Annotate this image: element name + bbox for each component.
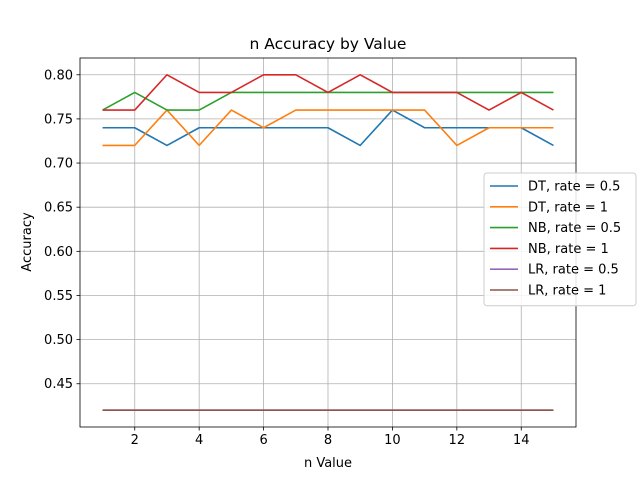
y-tick-label: 0.45 xyxy=(44,377,73,392)
y-tick-label: 0.65 xyxy=(44,201,73,216)
y-tick-label: 0.75 xyxy=(44,112,73,127)
y-tick-label: 0.70 xyxy=(44,157,73,172)
y-axis-ticks: 0.45 0.50 0.55 0.60 0.65 0.70 0.75 0.80 xyxy=(44,68,80,392)
x-tick-label: 4 xyxy=(195,433,203,448)
legend-frame xyxy=(483,172,637,307)
y-tick-label: 0.50 xyxy=(44,333,73,348)
x-tick-label: 6 xyxy=(259,433,267,448)
legend-label: NB, rate = 1 xyxy=(528,242,609,257)
x-tick-label: 12 xyxy=(449,433,466,448)
y-tick-label: 0.80 xyxy=(44,68,73,83)
series-line-1 xyxy=(102,109,554,147)
legend-label: LR, rate = 0.5 xyxy=(528,263,619,278)
legend-label: NB, rate = 0.5 xyxy=(528,221,621,236)
x-axis-label: n Value xyxy=(304,456,352,471)
series-line-4 xyxy=(102,73,554,111)
x-tick-label: 2 xyxy=(131,433,139,448)
x-tick-label: 14 xyxy=(513,433,530,448)
series-lines xyxy=(102,73,554,412)
legend-label: LR, rate = 1 xyxy=(528,284,606,299)
y-axis-label: Accuracy xyxy=(20,212,35,272)
x-axis-ticks: 2 4 6 8 10 12 14 xyxy=(131,427,530,448)
series-line-2 xyxy=(102,109,554,147)
x-tick-label: 8 xyxy=(324,433,332,448)
legend-label: DT, rate = 1 xyxy=(528,200,608,215)
chart-title: n Accuracy by Value xyxy=(250,35,407,53)
legend-label: DT, rate = 0.5 xyxy=(528,180,620,195)
x-tick-label: 10 xyxy=(384,433,401,448)
legend: DT, rate = 0.5 DT, rate = 1 NB, rate = 0.5… xyxy=(483,172,637,307)
y-tick-label: 0.55 xyxy=(44,289,73,304)
y-tick-label: 0.60 xyxy=(44,245,73,260)
